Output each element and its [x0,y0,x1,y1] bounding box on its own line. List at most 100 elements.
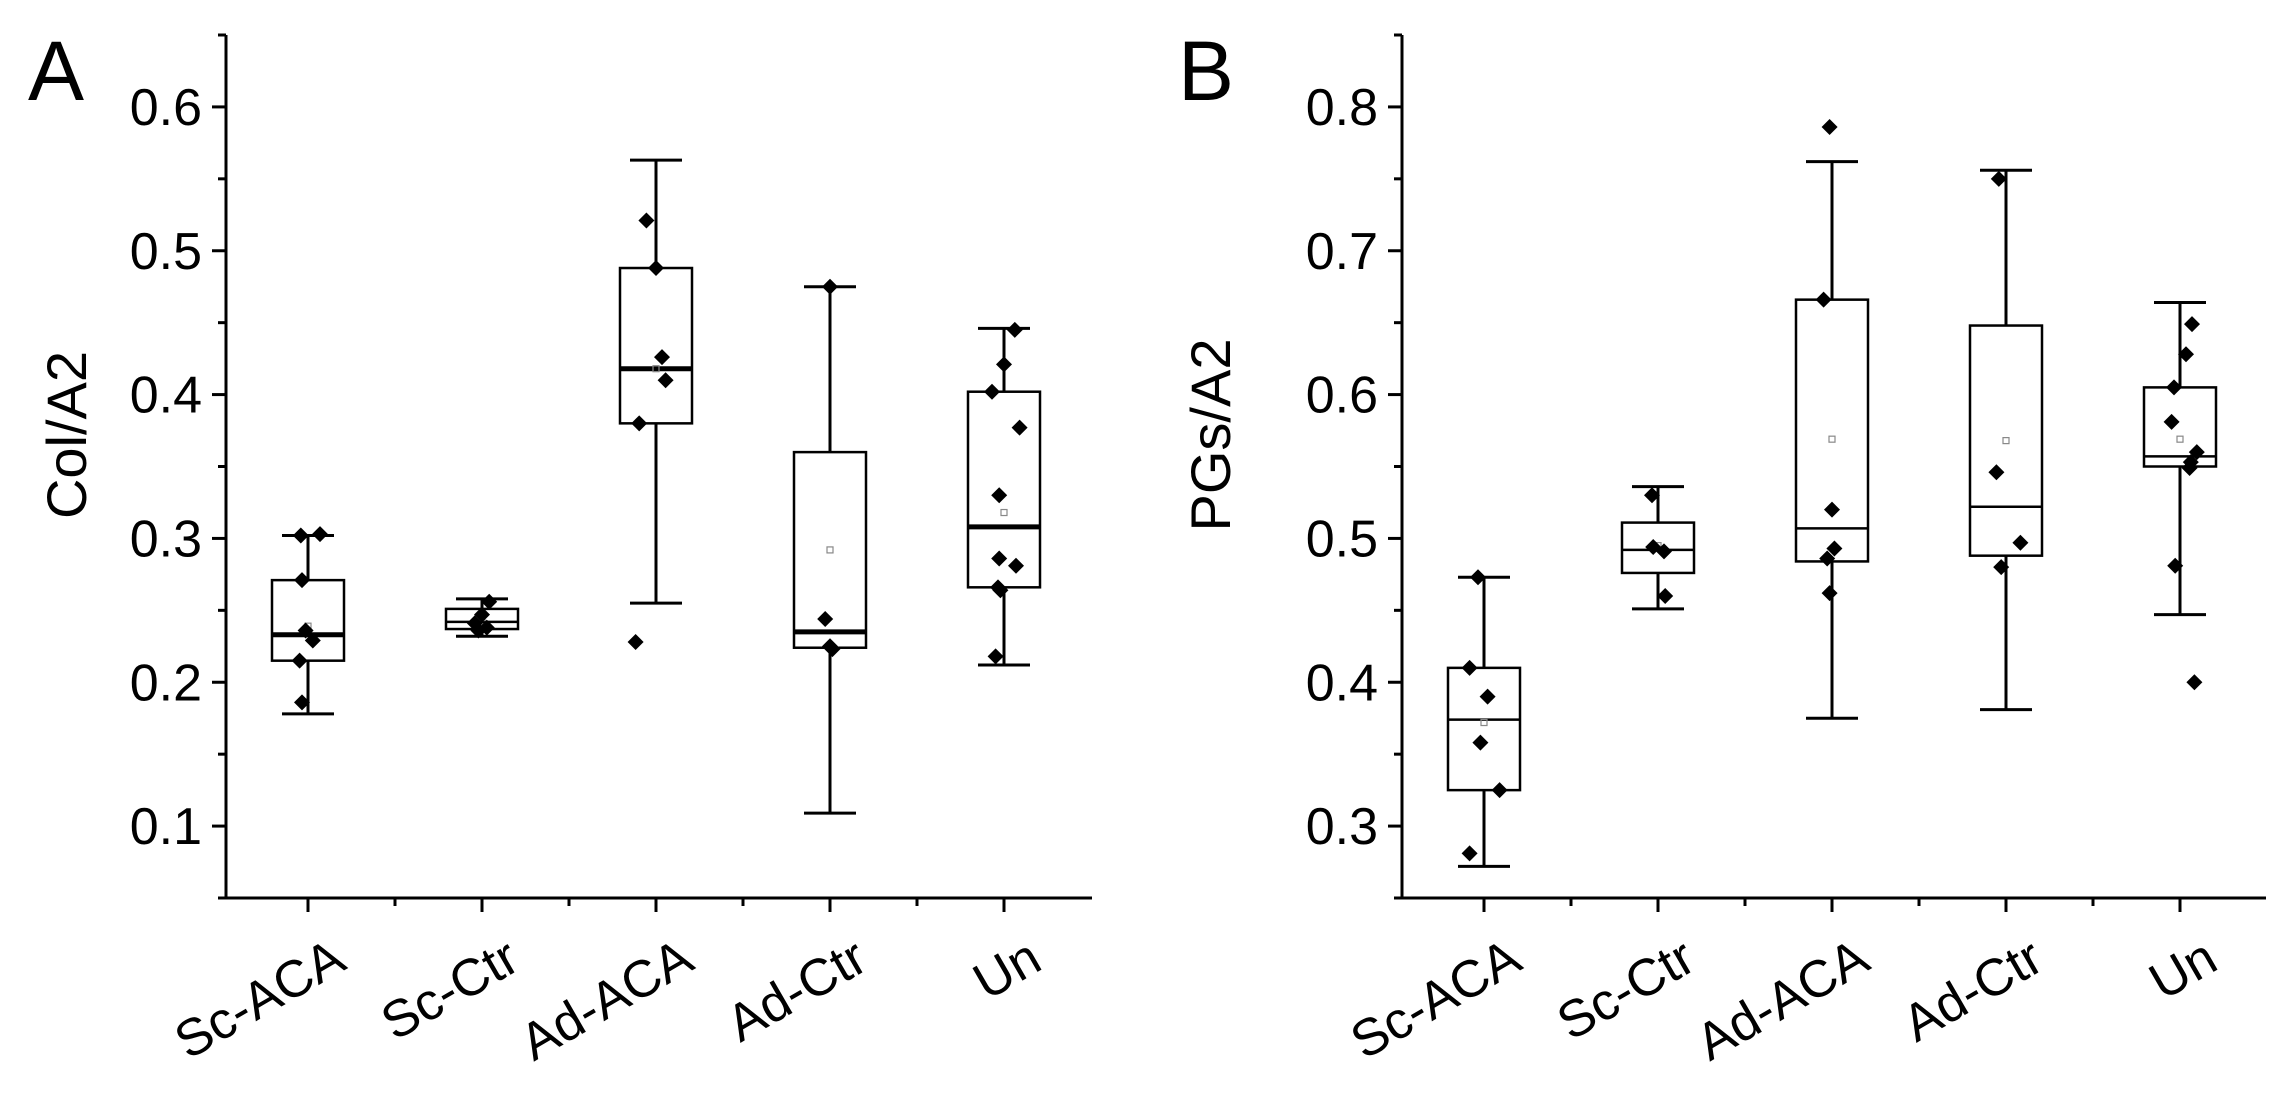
data-point [2167,557,2184,574]
x-category-label: Ad-Ctr [1893,928,2052,1053]
mean-marker [2002,437,2010,445]
data-point [1821,585,1838,602]
box-sc-ctr [444,593,520,639]
x-category-label: Un [2140,928,2227,1011]
iqr-box [1968,324,2044,557]
y-tick-label: 0.3 [130,510,202,568]
box-ad-ctr [792,278,868,815]
mean-marker [826,546,834,554]
y-tick-label: 0.6 [130,79,202,137]
mean-marker [652,365,660,373]
data-point [294,694,310,711]
y-tick-label: 0.5 [1306,510,1378,568]
data-point [1491,782,1508,799]
y-tick-label: 0.2 [130,654,202,712]
x-category-label: Sc-ACA [165,928,354,1071]
data-point [1644,487,1660,504]
box-ad-aca [618,158,694,650]
y-tick-label: 0.1 [130,798,202,856]
data-point [2186,674,2203,691]
y-tick-label: 0.6 [1306,367,1378,425]
data-point [291,652,308,669]
data-point [991,487,1008,504]
data-point [1006,321,1023,338]
data-point [1821,119,1838,136]
data-point [292,527,309,544]
data-point [992,582,1009,599]
data-point [2178,346,2194,363]
y-tick-label: 0.5 [130,223,202,281]
y-axis-title: Col/A2 [35,351,98,519]
y-tick-label: 0.4 [130,367,202,425]
data-point [1826,540,1843,557]
iqr-box [1794,298,1870,563]
data-point [824,641,841,658]
x-category-label: Sc-ACA [1341,928,1530,1071]
iqr-box [1446,666,1522,792]
y-tick-label: 0.4 [1306,654,1378,712]
data-point [2181,459,2198,476]
data-point [1819,550,1836,567]
box-sc-aca [1446,569,1522,868]
data-point [996,356,1012,373]
data-point [984,383,1000,400]
data-point [2188,444,2205,461]
panel-b: B PGs/A2 0.30.40.50.60.70.8Sc-ACA Sc-CtrA… [1178,24,2266,1072]
iqr-box [618,266,694,425]
panel-a: A Col/A2 0.1 0.2 0.3 0.4 0.5 0.6 Sc-ACA Sc-CtrA… [28,24,1092,1072]
iqr-box [1620,521,1696,575]
mean-marker [1480,718,1488,727]
data-point [1479,688,1496,705]
data-point [1815,291,1832,308]
data-point [657,372,674,389]
y-tick-label: 0.8 [1306,79,1378,137]
boxes-group [1446,119,2218,868]
data-point [304,632,321,649]
boxes-group [270,158,1042,815]
panel-letter: A [28,24,84,118]
data-point [1990,170,2007,187]
data-point [2012,534,2029,551]
data-point [1011,419,1028,436]
data-point [1470,569,1486,586]
box-sc-aca [270,526,346,716]
data-point [1993,559,2010,576]
panel-letter: B [1178,24,1234,118]
y-tick-label: 0.7 [1306,223,1378,281]
mean-marker [2176,435,2184,443]
box-ad-ctr [1968,168,2044,712]
data-point [638,212,655,229]
data-point [1657,587,1674,604]
data-point [2166,379,2182,396]
data-point [1472,734,1489,751]
data-point [654,349,670,366]
x-category-label: Sc-Ctr [372,928,529,1052]
mean-marker [1828,435,1836,443]
y-tick-label: 0.3 [1306,798,1378,856]
data-point [481,593,498,610]
data-point [648,260,664,277]
data-point [627,633,644,650]
iqr-box [2142,386,2218,468]
data-point [1988,464,2005,481]
y-axis-title: PGs/A2 [1179,339,1242,532]
data-point [2163,413,2180,430]
box-un [966,321,1042,667]
x-category-label: Ad-ACA [511,928,703,1072]
data-point [1656,543,1672,560]
box-ad-aca [1794,119,1870,720]
box-sc-ctr [1620,485,1696,611]
x-category-label: Un [964,928,1051,1011]
data-point [294,572,310,589]
data-point [470,622,487,639]
box-un [2142,301,2218,691]
data-point [1461,659,1478,676]
x-category-label: Ad-ACA [1687,928,1879,1072]
data-point [2184,316,2200,333]
data-point [631,415,648,432]
iqr-box [270,578,346,662]
x-category-label: Sc-Ctr [1548,928,1705,1052]
data-point [1008,557,1024,574]
